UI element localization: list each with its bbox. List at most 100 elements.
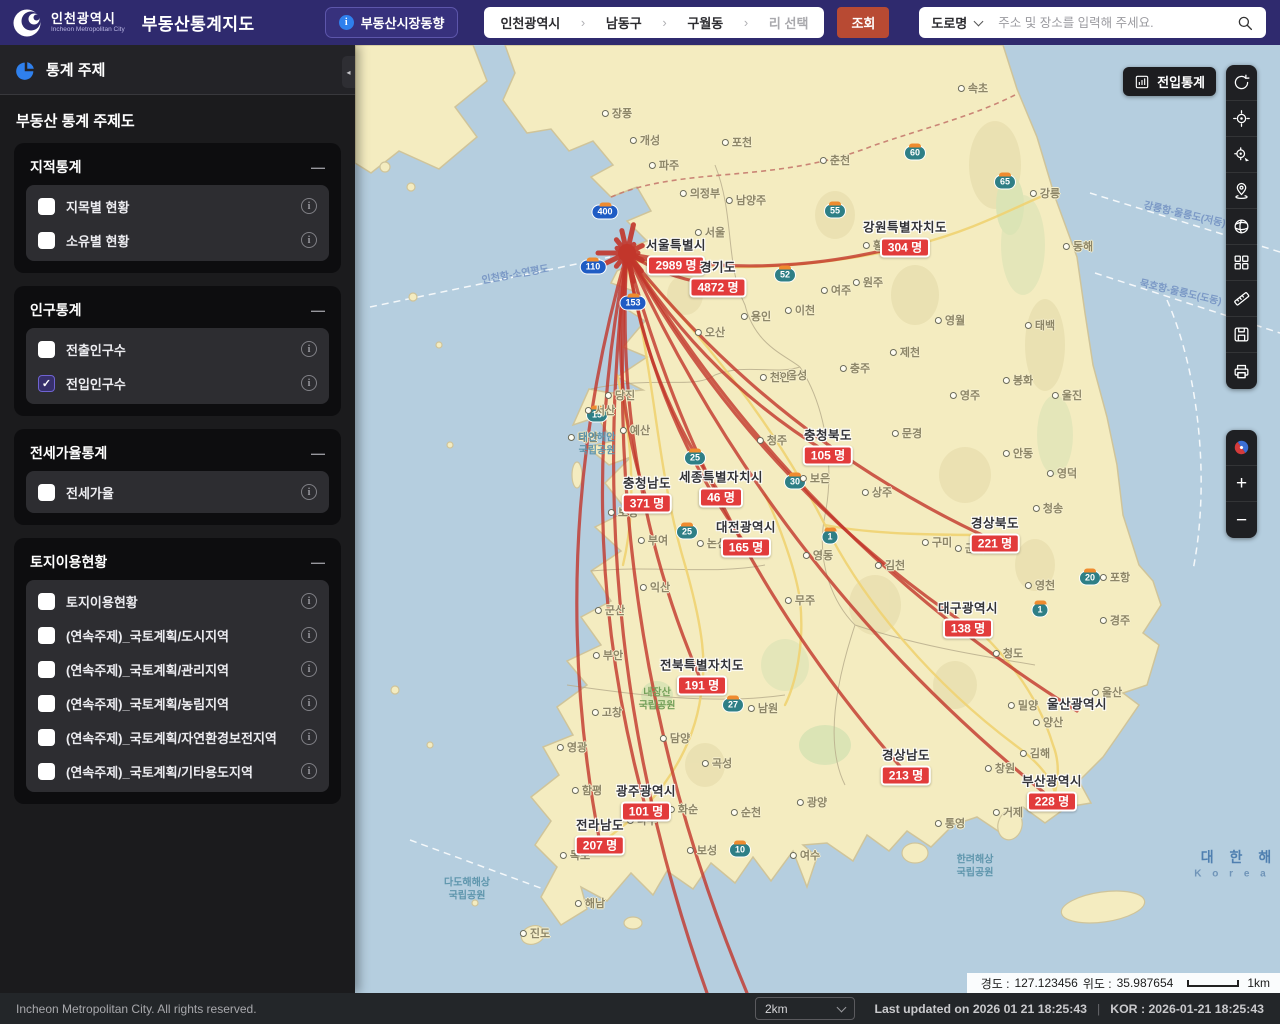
- map-tool-locate-arrow[interactable]: [1226, 137, 1257, 173]
- compass-icon: [1234, 440, 1249, 455]
- last-updated: Last updated on 2026 01 21 18:25:43: [874, 1001, 1087, 1016]
- sidebar-header: 통계 주제: [0, 45, 355, 95]
- map-tool-ruler[interactable]: [1226, 281, 1257, 317]
- migration-flow-line: [625, 251, 997, 543]
- longitude-value: 127.123456: [1014, 976, 1078, 990]
- layer-checkbox[interactable]: [38, 340, 55, 358]
- layer-row[interactable]: (연속주제)_국토계획/자연환경보전지역 i: [38, 720, 317, 754]
- layer-row[interactable]: 전세가율 i: [38, 475, 317, 509]
- info-icon[interactable]: i: [301, 763, 317, 779]
- search-icon[interactable]: [1236, 14, 1254, 32]
- layer-checkbox[interactable]: [38, 483, 55, 501]
- layer-label: (연속주제)_국토계획/농림지역: [66, 696, 230, 712]
- layer-row[interactable]: (연속주제)_국토계획/기타용도지역 i: [38, 754, 317, 788]
- map-tool-save[interactable]: [1226, 317, 1257, 353]
- layer-checkbox[interactable]: ✓: [38, 374, 55, 392]
- layer-label: (연속주제)_국토계획/기타용도지역: [66, 764, 253, 780]
- info-icon[interactable]: i: [301, 198, 317, 214]
- market-trend-button[interactable]: i 부동산시장동향: [324, 7, 459, 38]
- breadcrumb-item[interactable]: 남동구: [605, 16, 642, 31]
- locate-arrow-icon: [1234, 147, 1250, 162]
- info-icon[interactable]: i: [301, 593, 317, 609]
- breadcrumb-item[interactable]: 구월동: [687, 16, 724, 31]
- info-icon[interactable]: i: [301, 627, 317, 643]
- sidebar-collapse-button[interactable]: ◂: [342, 56, 355, 88]
- globe-icon: [1234, 219, 1249, 234]
- layer-label: 전출인구수: [66, 342, 126, 358]
- breadcrumb-item[interactable]: 리 선택: [768, 16, 809, 31]
- breadcrumb-item[interactable]: 인천광역시: [500, 16, 561, 31]
- map-tool-print[interactable]: [1226, 353, 1257, 389]
- minus-icon[interactable]: —: [311, 554, 325, 570]
- minus-icon[interactable]: —: [311, 302, 325, 318]
- layer-group: 지적통계 — 지목별 현황 i 소유별 현황 i: [14, 143, 341, 273]
- chevron-right-icon: ›: [580, 15, 586, 30]
- map-tool-zoom-in[interactable]: +: [1226, 466, 1257, 502]
- info-icon[interactable]: i: [301, 695, 317, 711]
- info-icon[interactable]: i: [301, 484, 317, 500]
- print-icon: [1234, 364, 1249, 378]
- address-type-select[interactable]: 도로명: [931, 16, 968, 31]
- pie-chart-icon: [16, 61, 34, 80]
- map-canvas[interactable]: 400 110 153 52 55 60 65 25 30 25 1 27 1 20 15 10 속초 포천 춘천 강…: [355, 45, 1280, 993]
- layer-row[interactable]: 소유별 현황 i: [38, 223, 317, 257]
- longitude-label: 경도 :: [980, 976, 1010, 991]
- layer-checkbox[interactable]: [38, 762, 55, 780]
- layer-row[interactable]: 전출인구수 i: [38, 332, 317, 366]
- statistics-sidebar: 통계 주제 ◂ 부동산 통계 주제도 지적통계 — 지목별 현황 i 소유별 현황 i 인구…: [0, 45, 355, 993]
- divider: |: [1097, 1001, 1101, 1016]
- chevron-down-icon: [836, 1002, 847, 1012]
- layer-row[interactable]: (연속주제)_국토계획/도시지역 i: [38, 618, 317, 652]
- layer-checkbox[interactable]: [38, 592, 55, 610]
- mode-badge[interactable]: 전입통계: [1123, 67, 1216, 96]
- layer-checkbox[interactable]: [38, 197, 55, 215]
- search-bar[interactable]: 도로명: [919, 7, 1267, 38]
- layer-label: 소유별 현황: [66, 233, 130, 249]
- search-input[interactable]: [998, 15, 1229, 30]
- map-scale-select[interactable]: 2km: [755, 997, 855, 1020]
- layer-row[interactable]: 지목별 현황 i: [38, 189, 317, 223]
- layer-group-title: 토지이용현황: [30, 554, 108, 570]
- layer-row[interactable]: (연속주제)_국토계획/관리지역 i: [38, 652, 317, 686]
- zoom-toolbar: + −: [1226, 430, 1257, 538]
- map-tool-place-pin[interactable]: [1226, 173, 1257, 209]
- info-icon[interactable]: i: [301, 341, 317, 357]
- map-tool-globe[interactable]: [1226, 209, 1257, 245]
- map-tool-refresh[interactable]: [1226, 65, 1257, 101]
- top-header: 인천광역시 Incheon Metropolitan City 부동산통계지도 …: [0, 0, 1280, 45]
- coordinate-bar: 경도 : 127.123456 위도 : 35.987654 1km: [966, 973, 1280, 993]
- info-icon[interactable]: i: [301, 729, 317, 745]
- footer: Incheon Metropolitan City. All rights re…: [0, 993, 1280, 1024]
- save-icon: [1234, 327, 1249, 342]
- info-icon[interactable]: i: [301, 661, 317, 677]
- migration-flow-line: [625, 251, 748, 547]
- minus-icon[interactable]: —: [311, 445, 325, 461]
- layer-checkbox[interactable]: [38, 694, 55, 712]
- layer-row[interactable]: (연속주제)_국토계획/농림지역 i: [38, 686, 317, 720]
- market-trend-label: 부동산시장동향: [360, 16, 445, 31]
- map-tool-locate[interactable]: [1226, 101, 1257, 137]
- layer-checkbox[interactable]: [38, 728, 55, 746]
- layer-row[interactable]: 토지이용현황 i: [38, 584, 317, 618]
- layer-checkbox[interactable]: [38, 231, 55, 249]
- map-tool-compass[interactable]: [1226, 430, 1257, 466]
- refresh-icon: [1234, 74, 1250, 90]
- map-tool-zoom-out[interactable]: −: [1226, 502, 1257, 538]
- layer-group-title: 인구통계: [30, 302, 82, 318]
- place-pin-icon: [1235, 182, 1248, 200]
- map-tool-layer-grid[interactable]: [1226, 245, 1257, 281]
- migration-flow-line: [600, 251, 648, 811]
- layer-label: (연속주제)_국토계획/도시지역: [66, 628, 230, 644]
- query-button[interactable]: 조회: [837, 7, 890, 38]
- minus-icon[interactable]: —: [311, 159, 325, 175]
- layer-row[interactable]: ✓ 전입인구수 i: [38, 366, 317, 400]
- info-icon[interactable]: i: [301, 232, 317, 248]
- chevron-right-icon: ›: [662, 15, 667, 30]
- region-breadcrumb[interactable]: 인천광역시 › 남동구 › 구월동 › 리 선택: [484, 7, 825, 38]
- sidebar-title: 통계 주제: [46, 62, 106, 79]
- copyright: Incheon Metropolitan City. All rights re…: [16, 1001, 257, 1016]
- layer-checkbox[interactable]: [38, 660, 55, 678]
- info-icon[interactable]: i: [301, 375, 317, 391]
- layer-checkbox[interactable]: [38, 626, 55, 644]
- zoom-out-icon: −: [1235, 509, 1248, 531]
